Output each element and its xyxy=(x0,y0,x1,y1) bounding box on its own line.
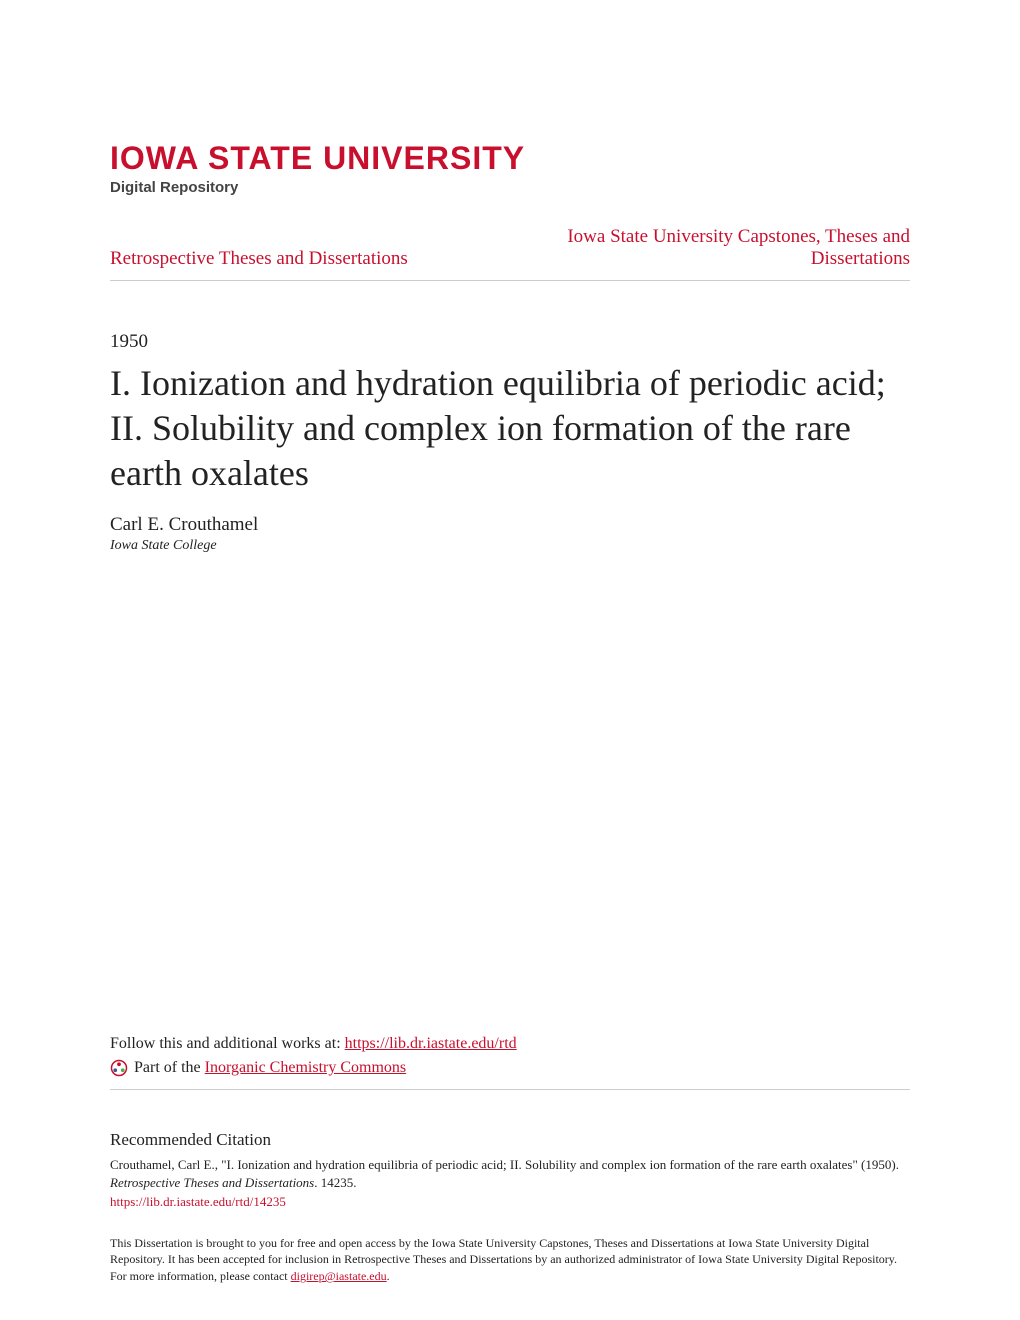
citation-section: Recommended Citation Crouthamel, Carl E.… xyxy=(110,1130,910,1210)
follow-url-link[interactable]: https://lib.dr.iastate.edu/rtd xyxy=(345,1035,517,1052)
university-name: Iowa State University xyxy=(110,140,910,177)
author-name: Carl E. Crouthamel xyxy=(110,514,910,536)
repository-name: Digital Repository xyxy=(110,179,910,196)
author-affiliation: Iowa State College xyxy=(110,538,910,554)
footer-part1: This Dissertation is brought to you for … xyxy=(110,1236,897,1284)
citation-italic: Retrospective Theses and Dissertations xyxy=(110,1175,314,1190)
collection-link-right[interactable]: Iowa State University Capstones, Theses … xyxy=(550,226,910,270)
document-title: I. Ionization and hydration equilibria o… xyxy=(110,361,910,496)
logo-block: Iowa State University Digital Repository xyxy=(110,140,910,196)
network-line: Part of the Inorganic Chemistry Commons xyxy=(110,1059,910,1077)
footer-part2: . xyxy=(387,1269,390,1283)
footer-text: This Dissertation is brought to you for … xyxy=(110,1235,910,1285)
citation-part1: Crouthamel, Carl E., "I. Ionization and … xyxy=(110,1157,899,1172)
citation-part2: . 14235. xyxy=(314,1175,356,1190)
citation-text: Crouthamel, Carl E., "I. Ionization and … xyxy=(110,1156,910,1192)
collection-link-left[interactable]: Retrospective Theses and Dissertations xyxy=(110,248,408,270)
follow-prefix: Follow this and additional works at: xyxy=(110,1035,345,1052)
follow-line: Follow this and additional works at: htt… xyxy=(110,1035,910,1053)
network-icon xyxy=(110,1059,128,1077)
follow-section: Follow this and additional works at: htt… xyxy=(110,1035,910,1090)
citation-link[interactable]: https://lib.dr.iastate.edu/rtd/14235 xyxy=(110,1194,910,1210)
publication-year: 1950 xyxy=(110,331,910,353)
commons-link[interactable]: Inorganic Chemistry Commons xyxy=(205,1059,406,1077)
network-prefix: Part of the xyxy=(134,1059,201,1077)
nav-row: Retrospective Theses and Dissertations I… xyxy=(110,226,910,281)
citation-heading: Recommended Citation xyxy=(110,1130,910,1150)
footer-email-link[interactable]: digirep@iastate.edu xyxy=(291,1269,387,1283)
